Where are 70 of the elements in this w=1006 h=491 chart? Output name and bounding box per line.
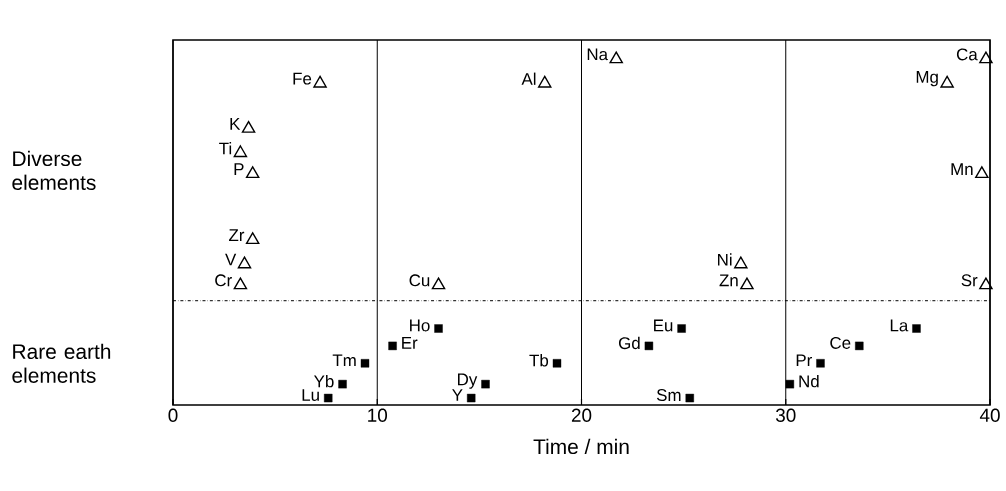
annotation: Ni [718,253,732,266]
annotation: Ce [830,336,851,349]
point [740,277,754,290]
point [975,166,989,179]
point [785,379,795,389]
annotation: Cr [215,274,232,287]
x-tick-label: 30 [775,408,796,422]
point [677,324,686,333]
text: Rare earth elements [12,343,111,383]
point [855,341,864,351]
annotation: Ca [956,48,978,61]
point [467,393,476,403]
annotation: Zr [229,229,245,241]
annotation: Ho [410,319,430,332]
annotation: Er [402,337,418,349]
point [979,51,993,64]
annotation: Na [587,48,609,61]
annotation: Lu [302,389,319,401]
point [979,277,993,290]
annotation: Al [521,72,536,85]
annotation: Y [452,389,463,401]
point [940,75,954,88]
annotation: Mg [916,71,938,87]
x-tick-label: 10 [368,408,388,422]
annotation: Sr [961,274,978,287]
point [388,341,397,351]
point [481,379,490,389]
point [237,256,252,269]
point [245,166,260,179]
point [734,256,748,269]
annotation: Sm [656,389,681,402]
annotation: Gd [618,336,640,350]
point [816,359,825,368]
point [552,359,562,368]
annotation: Pr [796,354,812,367]
point [324,393,333,403]
point [233,277,248,290]
point [245,232,260,245]
point [912,324,921,333]
point [338,379,347,389]
annotation: Eu [654,319,673,332]
annotation: Zn [719,274,738,287]
point [685,393,694,403]
x-tick-label: 40 [979,408,1000,422]
annotation: K [230,118,241,130]
point [644,341,654,351]
annotation: Tm [332,354,356,367]
annotation: V [225,253,237,266]
x-tick-label: 0 [168,408,178,422]
annotation: Ti [219,142,232,155]
annotation: Nd [799,374,819,388]
point [360,359,370,368]
point [431,277,446,290]
point [313,75,327,88]
annotation: Mn [951,163,973,175]
point [233,145,248,158]
x-tick-label: 20 [571,408,592,422]
annotation: Yb [313,374,334,388]
annotation: Cu [409,274,430,287]
text: Diverse elements [12,150,96,190]
annotation: P [234,163,244,175]
annotation: Tb [529,354,549,367]
annotation: Fe [293,72,312,85]
point [434,324,443,333]
point [241,120,256,133]
point [537,75,552,88]
annotation: La [890,319,909,332]
annotation: Dy [458,373,478,389]
point [609,51,623,64]
x-axis-title: Time / min [533,438,629,455]
